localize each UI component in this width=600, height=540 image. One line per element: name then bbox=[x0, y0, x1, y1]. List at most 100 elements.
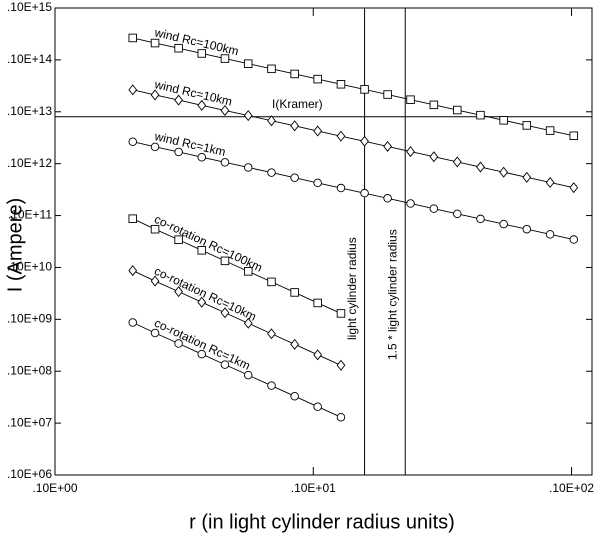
series-label: co-rotation Rc=100km bbox=[152, 212, 264, 275]
marker bbox=[429, 100, 439, 110]
marker bbox=[267, 381, 276, 390]
marker bbox=[267, 168, 276, 177]
marker bbox=[290, 391, 299, 401]
marker bbox=[220, 104, 230, 116]
marker bbox=[406, 146, 415, 158]
reference-label: I(Kramer) bbox=[272, 97, 323, 111]
marker bbox=[290, 173, 299, 182]
y-tick-label: .10E+10 bbox=[7, 260, 52, 274]
marker bbox=[453, 209, 462, 219]
marker bbox=[569, 131, 579, 141]
marker bbox=[220, 307, 230, 319]
marker bbox=[383, 194, 392, 203]
marker bbox=[150, 38, 160, 48]
marker bbox=[197, 152, 207, 162]
marker bbox=[476, 110, 485, 120]
y-tick-label: .10E+06 bbox=[7, 467, 52, 481]
series-label: co-rotation Rc=1km bbox=[152, 316, 252, 373]
marker bbox=[197, 296, 207, 308]
marker bbox=[360, 85, 369, 94]
marker bbox=[197, 49, 207, 58]
y-tick-label: .10E+15 bbox=[7, 0, 52, 14]
series-line bbox=[132, 322, 342, 418]
reference-label: light cylinder radius bbox=[345, 237, 359, 340]
marker bbox=[336, 359, 346, 371]
marker bbox=[267, 115, 276, 127]
marker bbox=[220, 54, 230, 63]
marker bbox=[267, 277, 276, 287]
y-axis-title: I (Ampere) bbox=[4, 198, 26, 292]
marker bbox=[360, 188, 369, 198]
marker bbox=[243, 267, 253, 276]
marker bbox=[290, 69, 299, 79]
y-tick-label: .10E+09 bbox=[7, 312, 52, 326]
series-label: co-rotation Rc=10km bbox=[152, 264, 258, 324]
marker bbox=[174, 339, 183, 348]
marker bbox=[128, 137, 137, 146]
marker bbox=[360, 135, 369, 147]
marker bbox=[290, 288, 299, 297]
plot-frame bbox=[54, 7, 593, 476]
series-line bbox=[132, 270, 342, 366]
marker bbox=[290, 338, 300, 350]
marker bbox=[150, 224, 160, 234]
marker bbox=[197, 349, 207, 359]
y-tick-label: .10E+13 bbox=[7, 104, 52, 118]
marker bbox=[336, 80, 346, 89]
marker bbox=[150, 142, 160, 152]
marker bbox=[197, 99, 207, 111]
x-tick-label: .10E+02 bbox=[549, 481, 594, 495]
x-tick-label: .10E+00 bbox=[32, 481, 77, 495]
marker bbox=[220, 360, 230, 369]
marker bbox=[545, 126, 555, 135]
y-tick-label: .10E+07 bbox=[7, 415, 52, 429]
marker bbox=[313, 298, 322, 308]
marker bbox=[499, 116, 508, 125]
marker bbox=[174, 43, 183, 53]
marker bbox=[545, 230, 555, 239]
marker bbox=[453, 105, 462, 115]
marker bbox=[522, 121, 532, 130]
marker bbox=[476, 214, 485, 224]
marker bbox=[243, 59, 253, 68]
series-line bbox=[132, 89, 574, 189]
marker bbox=[174, 147, 183, 157]
marker bbox=[406, 95, 415, 104]
marker bbox=[336, 412, 346, 422]
marker bbox=[243, 163, 253, 172]
marker bbox=[220, 256, 230, 266]
marker bbox=[336, 183, 346, 193]
x-axis-title: r (in light cylinder radius units) bbox=[189, 511, 455, 533]
x-tick-label: .10E+01 bbox=[291, 481, 336, 495]
marker bbox=[429, 204, 439, 213]
marker bbox=[336, 309, 346, 318]
marker bbox=[243, 317, 253, 329]
marker bbox=[522, 224, 532, 234]
y-tick-label: .10E+11 bbox=[8, 208, 52, 222]
marker bbox=[313, 125, 323, 137]
marker bbox=[267, 328, 276, 340]
marker bbox=[476, 161, 485, 173]
marker bbox=[243, 370, 253, 380]
marker bbox=[128, 214, 137, 223]
marker bbox=[128, 318, 137, 327]
marker bbox=[499, 219, 508, 229]
marker bbox=[290, 120, 300, 132]
marker bbox=[522, 171, 532, 183]
marker bbox=[499, 166, 509, 178]
series-label: wind Rc=10km bbox=[152, 77, 233, 109]
marker bbox=[150, 328, 160, 338]
marker bbox=[569, 235, 579, 244]
marker bbox=[267, 64, 276, 74]
marker bbox=[313, 349, 323, 361]
marker bbox=[150, 275, 160, 287]
marker bbox=[313, 74, 322, 84]
marker bbox=[197, 246, 207, 255]
reference-label: 1.5 * light cylinder radius bbox=[385, 229, 399, 360]
marker bbox=[545, 176, 555, 189]
marker bbox=[383, 140, 392, 152]
marker bbox=[406, 199, 415, 208]
marker bbox=[313, 402, 322, 411]
marker bbox=[243, 110, 253, 122]
